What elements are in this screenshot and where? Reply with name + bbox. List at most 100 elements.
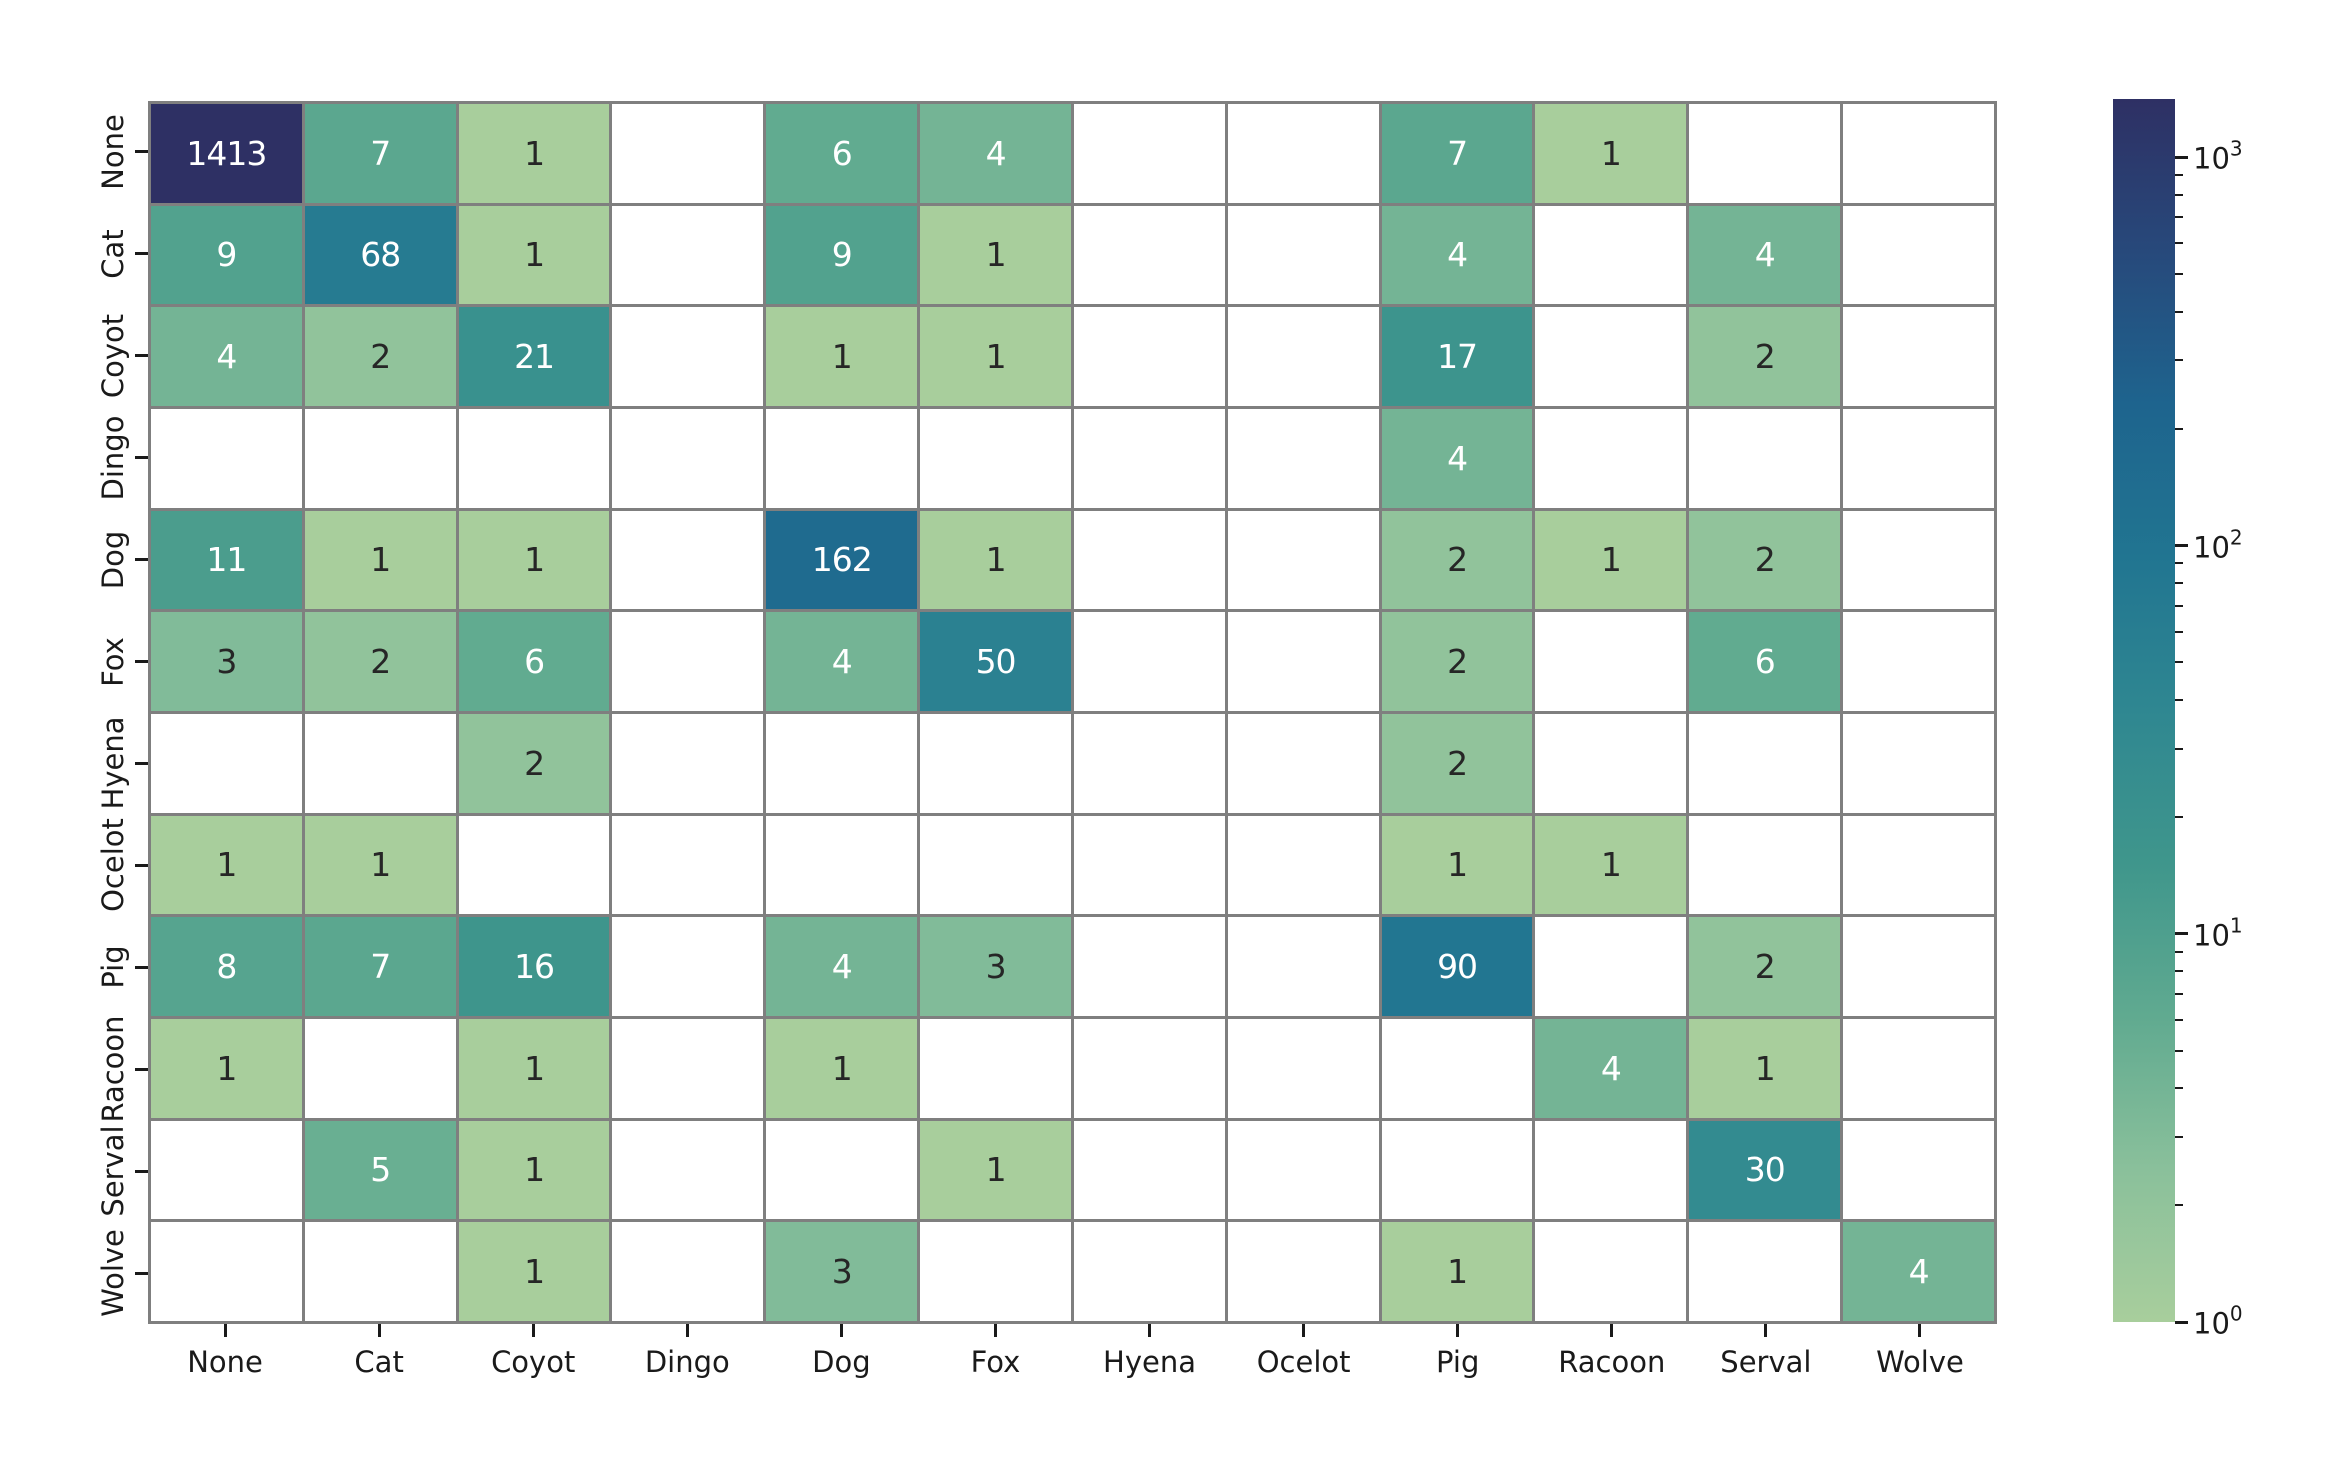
x-tick-label-Cat: Cat (354, 1345, 404, 1379)
heatmap-cell-Ocelot-Hyena (1073, 815, 1225, 915)
heatmap-cell-Serval-Ocelot (1227, 1120, 1379, 1220)
heatmap-cell-Racoon-Pig (1381, 1018, 1533, 1118)
heatmap-cell-Ocelot-Serval (1689, 815, 1841, 915)
y-tick-label-Coyot: Coyot (96, 313, 130, 398)
heatmap-cell-None-Pig: 7 (1381, 104, 1533, 203)
heatmap-cell-Coyot-Dingo (612, 307, 764, 406)
heatmap-cell-Fox-Dog: 4 (766, 612, 918, 711)
x-tick-Pig (1456, 1324, 1460, 1337)
heatmap-cell-Hyena-Serval (1689, 713, 1841, 813)
heatmap-cell-Racoon-Ocelot (1227, 1018, 1379, 1118)
x-tick-Ocelot (1302, 1324, 1306, 1337)
y-tick-Pig (135, 965, 148, 969)
heatmap-cell-Dingo-Racoon (1535, 408, 1687, 508)
y-tick-label-Serval: Serval (96, 1125, 130, 1217)
heatmap-cell-Dog-Coyot: 1 (458, 510, 610, 610)
heatmap-cell-Fox-Dingo (612, 612, 764, 711)
y-tick-Dingo (135, 456, 148, 460)
heatmap-cell-Ocelot-Racoon: 1 (1535, 815, 1687, 915)
heatmap-cell-Dingo-Fox (920, 408, 1071, 508)
heatmap-cell-Dingo-Cat (304, 408, 456, 508)
heatmap-cell-Pig-Cat: 7 (304, 917, 456, 1016)
heatmap-cell-Cat-Pig: 4 (1381, 205, 1533, 305)
y-tick-label-Dog: Dog (96, 530, 130, 589)
heatmap-cell-Pig-Coyot: 16 (458, 917, 610, 1016)
y-tick-Racoon (135, 1067, 148, 1071)
colorbar-minor-tick-400 (2175, 310, 2183, 313)
heatmap-cell-Fox-None: 3 (151, 612, 302, 711)
colorbar-minor-tick-40 (2175, 699, 2183, 702)
heatmap-cell-Cat-Wolve (1843, 205, 1994, 305)
heatmap-cell-None-Racoon: 1 (1535, 104, 1687, 203)
heatmap-cell-Dog-None: 11 (151, 510, 302, 610)
heatmap-cell-None-Fox: 4 (920, 104, 1071, 203)
heatmap-cell-Serval-Dog (766, 1120, 918, 1220)
heatmap-cell-Coyot-Racoon (1535, 307, 1687, 406)
heatmap-cell-Wolve-Cat (304, 1222, 456, 1321)
heatmap-cell-Cat-Cat: 68 (304, 205, 456, 305)
heatmap-cell-Fox-Ocelot (1227, 612, 1379, 711)
colorbar-minor-tick-50 (2175, 661, 2183, 664)
heatmap-cell-Wolve-Pig: 1 (1381, 1222, 1533, 1321)
heatmap-cell-Ocelot-Pig: 1 (1381, 815, 1533, 915)
heatmap-cell-Fox-Pig: 2 (1381, 612, 1533, 711)
heatmap-cell-Hyena-Hyena (1073, 713, 1225, 813)
heatmap-cell-Ocelot-Ocelot (1227, 815, 1379, 915)
heatmap-cell-Cat-Dingo (612, 205, 764, 305)
heatmap-cell-Dog-Pig: 2 (1381, 510, 1533, 610)
heatmap-cell-Hyena-Ocelot (1227, 713, 1379, 813)
heatmap-cell-Coyot-Wolve (1843, 307, 1994, 406)
heatmap-cell-Pig-Wolve (1843, 917, 1994, 1016)
heatmap-cell-Dog-Serval: 2 (1689, 510, 1841, 610)
x-tick-label-Dingo: Dingo (644, 1345, 730, 1379)
colorbar-tick-label-10e1: 101 (2193, 913, 2243, 953)
heatmap-cell-Racoon-Wolve (1843, 1018, 1994, 1118)
heatmap-cell-Wolve-Dog: 3 (766, 1222, 918, 1321)
heatmap-cell-Racoon-Coyot: 1 (458, 1018, 610, 1118)
heatmap-cell-Serval-Serval: 30 (1689, 1120, 1841, 1220)
heatmap-cell-None-Coyot: 1 (458, 104, 610, 203)
heatmap-cell-Hyena-None (151, 713, 302, 813)
y-tick-label-Pig: Pig (96, 945, 130, 989)
heatmap-cell-Ocelot-Cat: 1 (304, 815, 456, 915)
x-tick-label-Hyena: Hyena (1103, 1345, 1197, 1379)
heatmap-cell-Hyena-Cat (304, 713, 456, 813)
heatmap-cell-Coyot-None: 4 (151, 307, 302, 406)
heatmap-cell-Serval-None (151, 1120, 302, 1220)
heatmap-cell-Serval-Wolve (1843, 1120, 1994, 1220)
colorbar-minor-tick-20 (2175, 815, 2183, 818)
x-tick-Serval (1764, 1324, 1768, 1337)
y-tick-label-Ocelot: Ocelot (96, 818, 130, 913)
heatmap-cell-Wolve-Serval (1689, 1222, 1841, 1321)
colorbar-minor-tick-90 (2175, 562, 2183, 565)
heatmap-cell-Cat-Hyena (1073, 205, 1225, 305)
colorbar-minor-tick-800 (2175, 193, 2183, 196)
y-tick-label-None: None (96, 114, 130, 190)
heatmap-cell-Racoon-None: 1 (151, 1018, 302, 1118)
heatmap-cell-Dingo-Ocelot (1227, 408, 1379, 508)
heatmap-cell-Wolve-Coyot: 1 (458, 1222, 610, 1321)
colorbar-tick-label-10e0: 100 (2193, 1301, 2243, 1341)
heatmap-cell-Fox-Hyena (1073, 612, 1225, 711)
heatmap-cell-Coyot-Hyena (1073, 307, 1225, 406)
heatmap-cell-Racoon-Dingo (612, 1018, 764, 1118)
x-tick-Coyot (531, 1324, 535, 1337)
colorbar-minor-tick-8 (2175, 970, 2183, 973)
heatmap-cell-Dingo-Serval (1689, 408, 1841, 508)
heatmap-cell-Fox-Cat: 2 (304, 612, 456, 711)
heatmap-cell-None-Cat: 7 (304, 104, 456, 203)
colorbar-minor-tick-9 (2175, 950, 2183, 953)
x-tick-label-Dog: Dog (812, 1345, 871, 1379)
heatmap-cell-Racoon-Serval: 1 (1689, 1018, 1841, 1118)
heatmap-cell-Pig-Pig: 90 (1381, 917, 1533, 1016)
heatmap-cell-Pig-Dingo (612, 917, 764, 1016)
heatmap-cell-Pig-Dog: 4 (766, 917, 918, 1016)
x-tick-label-Pig: Pig (1436, 1345, 1480, 1379)
heatmap-cell-Coyot-Fox: 1 (920, 307, 1071, 406)
y-tick-label-Racoon: Racoon (96, 1015, 130, 1123)
heatmap-cell-Hyena-Dingo (612, 713, 764, 813)
colorbar-minor-tick-900 (2175, 174, 2183, 177)
heatmap-cell-Dog-Hyena (1073, 510, 1225, 610)
x-tick-Cat (377, 1324, 381, 1337)
colorbar-minor-tick-700 (2175, 216, 2183, 219)
